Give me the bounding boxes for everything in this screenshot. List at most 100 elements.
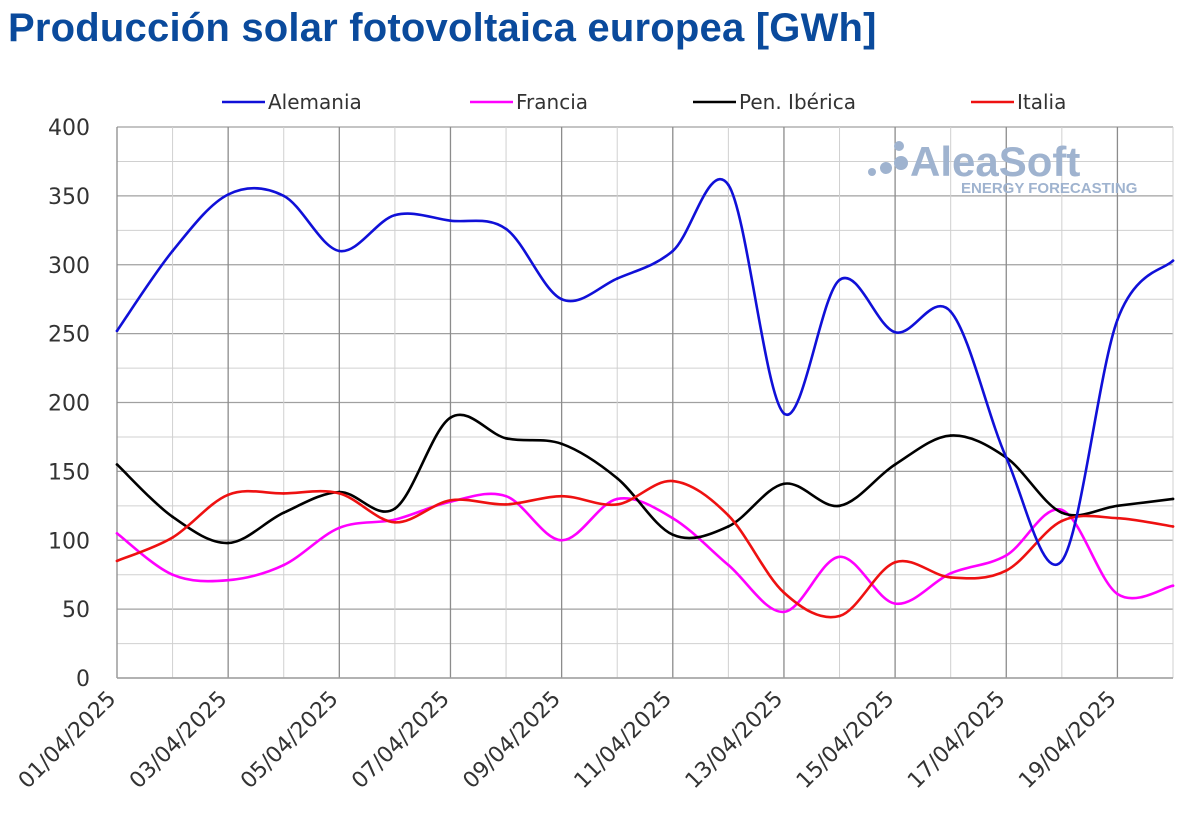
series-line-italia xyxy=(115,479,1175,619)
data-point-francia xyxy=(338,526,341,530)
data-point-francia xyxy=(949,572,952,575)
data-point-alemania xyxy=(560,297,563,301)
data-point-francia xyxy=(1171,584,1175,588)
data-point-pen-iberica xyxy=(115,463,119,466)
data-point-francia xyxy=(782,610,786,614)
x-tick-label: 03/04/2025 xyxy=(125,687,232,794)
data-point-francia xyxy=(560,538,563,542)
data-point-alemania xyxy=(671,249,675,253)
data-point-italia xyxy=(727,514,730,517)
x-tick-label: 09/04/2025 xyxy=(459,687,566,794)
data-point-pen-iberica xyxy=(1060,511,1064,514)
legend-label: Pen. Ibérica xyxy=(739,90,856,114)
data-point-pen-iberica xyxy=(949,434,952,437)
x-tick-label: 15/04/2025 xyxy=(792,687,899,794)
data-point-italia xyxy=(893,560,897,564)
data-point-pen-iberica xyxy=(171,515,174,519)
data-point-pen-iberica xyxy=(782,482,786,486)
data-point-francia xyxy=(282,563,286,567)
data-point-italia xyxy=(949,576,952,579)
y-tick-label: 100 xyxy=(48,529,90,554)
data-point-italia xyxy=(171,536,174,539)
legend: Alemania Francia Pen. Ibérica Italia xyxy=(222,90,1066,114)
chart-title: Producción solar fotovoltaica europea [G… xyxy=(8,6,877,50)
y-tick-label: 300 xyxy=(48,254,90,279)
data-point-francia xyxy=(393,518,397,521)
data-point-francia xyxy=(671,516,675,520)
data-point-alemania xyxy=(949,310,952,313)
data-point-pen-iberica xyxy=(1171,497,1175,501)
data-point-francia xyxy=(504,494,508,498)
data-point-italia xyxy=(115,559,119,563)
series-line-pen-iberica xyxy=(115,413,1175,545)
logo-dot xyxy=(894,156,908,170)
data-point-italia xyxy=(838,614,841,618)
watermark-tagline: ENERGY FORECASTING xyxy=(961,180,1137,197)
data-point-francia xyxy=(1060,508,1064,512)
data-point-alemania xyxy=(893,330,897,334)
series-line-alemania xyxy=(115,177,1175,566)
y-tick-label: 200 xyxy=(48,392,90,417)
data-point-alemania xyxy=(782,412,786,415)
data-point-italia xyxy=(1116,516,1119,520)
data-point-alemania xyxy=(615,277,619,280)
data-point-alemania xyxy=(838,278,841,282)
data-point-alemania xyxy=(393,213,397,217)
logo-dot xyxy=(868,168,876,176)
data-point-pen-iberica xyxy=(226,541,230,545)
data-point-alemania xyxy=(1116,318,1119,322)
x-tick-label: 05/04/2025 xyxy=(236,687,343,794)
data-point-francia xyxy=(171,573,174,576)
data-point-pen-iberica xyxy=(560,442,563,446)
data-point-alemania xyxy=(1060,559,1064,563)
x-tick-label: 13/04/2025 xyxy=(681,687,788,794)
data-point-alemania xyxy=(226,193,230,196)
data-point-italia xyxy=(338,492,341,495)
data-point-italia xyxy=(393,521,397,524)
x-tick-label: 17/04/2025 xyxy=(903,687,1010,794)
data-point-italia xyxy=(449,499,452,502)
series xyxy=(115,177,1175,619)
legend-label: Italia xyxy=(1017,90,1066,114)
y-tick-label: 400 xyxy=(48,116,90,141)
data-point-pen-iberica xyxy=(671,533,675,537)
watermark-brand: AleaSoft xyxy=(910,138,1080,185)
data-point-pen-iberica xyxy=(282,511,286,514)
data-point-alemania xyxy=(338,249,341,253)
data-point-pen-iberica xyxy=(893,463,897,466)
y-tick-label: 350 xyxy=(48,185,90,210)
y-tick-label: 250 xyxy=(48,323,90,348)
x-tick-label: 11/04/2025 xyxy=(570,687,677,794)
data-point-francia xyxy=(727,563,730,567)
data-point-italia xyxy=(504,503,508,506)
data-point-francia xyxy=(893,602,897,605)
legend-label: Alemania xyxy=(268,90,362,114)
data-point-francia xyxy=(226,578,230,582)
axes: 0 50 100 150 200 250 300 350 400 01/04/2025 03/04/… xyxy=(14,116,1173,794)
data-point-pen-iberica xyxy=(504,437,508,440)
data-point-italia xyxy=(226,493,230,497)
data-point-alemania xyxy=(1004,456,1008,459)
data-point-pen-iberica xyxy=(727,525,730,528)
data-point-francia xyxy=(1004,554,1008,557)
data-point-alemania xyxy=(171,249,174,253)
data-point-alemania xyxy=(504,227,508,231)
data-point-italia xyxy=(1060,519,1064,523)
data-point-pen-iberica xyxy=(615,476,619,480)
data-point-italia xyxy=(671,479,675,483)
data-point-francia xyxy=(115,532,119,535)
data-point-pen-iberica xyxy=(1116,504,1119,508)
data-point-italia xyxy=(560,494,563,498)
legend-label: Francia xyxy=(516,90,588,114)
data-point-italia xyxy=(1171,525,1175,528)
data-point-alemania xyxy=(282,194,286,198)
data-point-francia xyxy=(615,497,619,501)
x-tick-label: 01/04/2025 xyxy=(14,687,121,794)
logo-dot xyxy=(880,162,892,174)
x-tick-label: 19/04/2025 xyxy=(1014,687,1121,794)
data-point-alemania xyxy=(727,183,730,187)
data-point-italia xyxy=(615,503,619,506)
data-point-francia xyxy=(838,555,841,559)
data-point-francia xyxy=(1116,592,1119,596)
